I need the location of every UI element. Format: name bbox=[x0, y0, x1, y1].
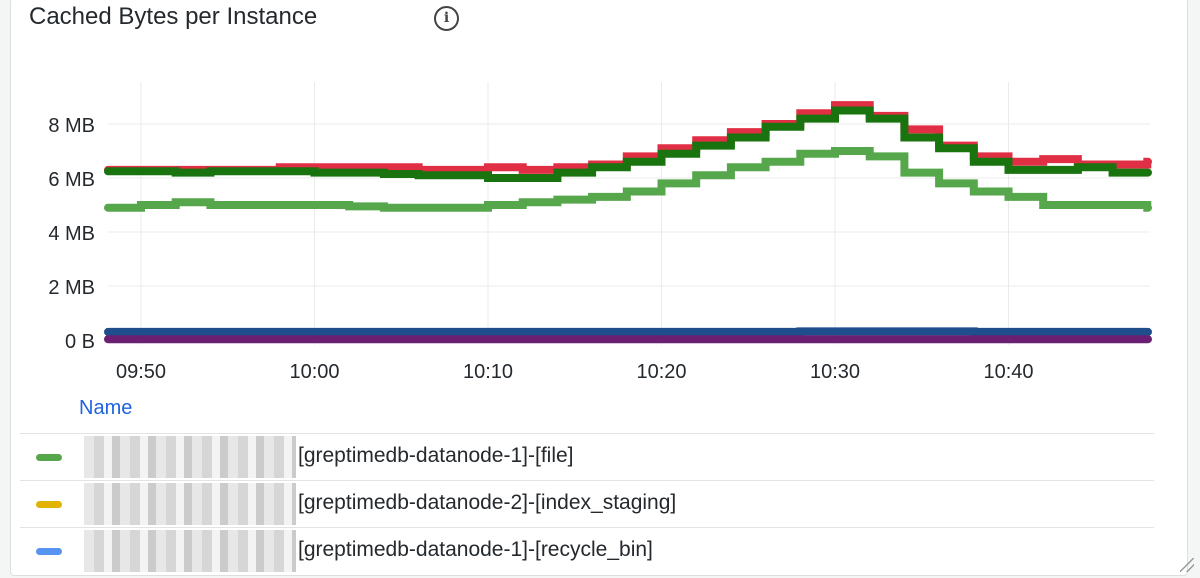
legend-item[interactable]: [greptimedb-datanode-1]-[recycle_bin] bbox=[20, 527, 1154, 574]
legend-header-name[interactable]: Name bbox=[79, 397, 133, 419]
series-line-3 bbox=[104, 327, 1152, 336]
x-tick-label: 10:30 bbox=[810, 361, 860, 383]
x-tick-label: 10:20 bbox=[636, 361, 686, 383]
legend-label: [greptimedb-datanode-1]-[recycle_bin] bbox=[298, 538, 653, 561]
redacted-label bbox=[84, 483, 296, 525]
x-tick-label: 10:00 bbox=[289, 361, 339, 383]
legend-item[interactable]: [greptimedb-datanode-1]-[file] bbox=[20, 433, 1154, 480]
legend-label: [greptimedb-datanode-1]-[file] bbox=[298, 444, 574, 467]
redacted-label bbox=[84, 530, 296, 572]
y-tick-label: 0 B bbox=[65, 331, 95, 353]
series-color-swatch[interactable] bbox=[36, 454, 62, 461]
series-line-2 bbox=[104, 106, 1152, 182]
info-circle-icon[interactable]: i bbox=[434, 6, 459, 31]
y-tick-label: 6 MB bbox=[48, 169, 95, 191]
series-line-1 bbox=[104, 147, 1152, 212]
time-series-chart[interactable]: 0 B 2 MB 4 MB 6 MB 8 MB 09:50 10:00 10:10 10:20 1… bbox=[0, 0, 1200, 400]
x-tick-label: 10:40 bbox=[983, 361, 1033, 383]
y-tick-label: 4 MB bbox=[48, 223, 95, 245]
series-color-swatch[interactable] bbox=[36, 548, 62, 555]
legend-label: [greptimedb-datanode-2]-[index_staging] bbox=[298, 491, 677, 514]
y-tick-label: 2 MB bbox=[48, 277, 95, 299]
y-tick-label: 8 MB bbox=[48, 115, 95, 137]
x-tick-label: 10:10 bbox=[463, 361, 513, 383]
legend-item[interactable]: [greptimedb-datanode-2]-[index_staging] bbox=[20, 480, 1154, 527]
x-tick-label: 09:50 bbox=[116, 361, 166, 383]
resize-handle-icon[interactable] bbox=[1180, 558, 1194, 572]
panel-title: Cached Bytes per Instance bbox=[29, 3, 318, 30]
redacted-label bbox=[84, 436, 296, 478]
series-color-swatch[interactable] bbox=[36, 501, 62, 508]
